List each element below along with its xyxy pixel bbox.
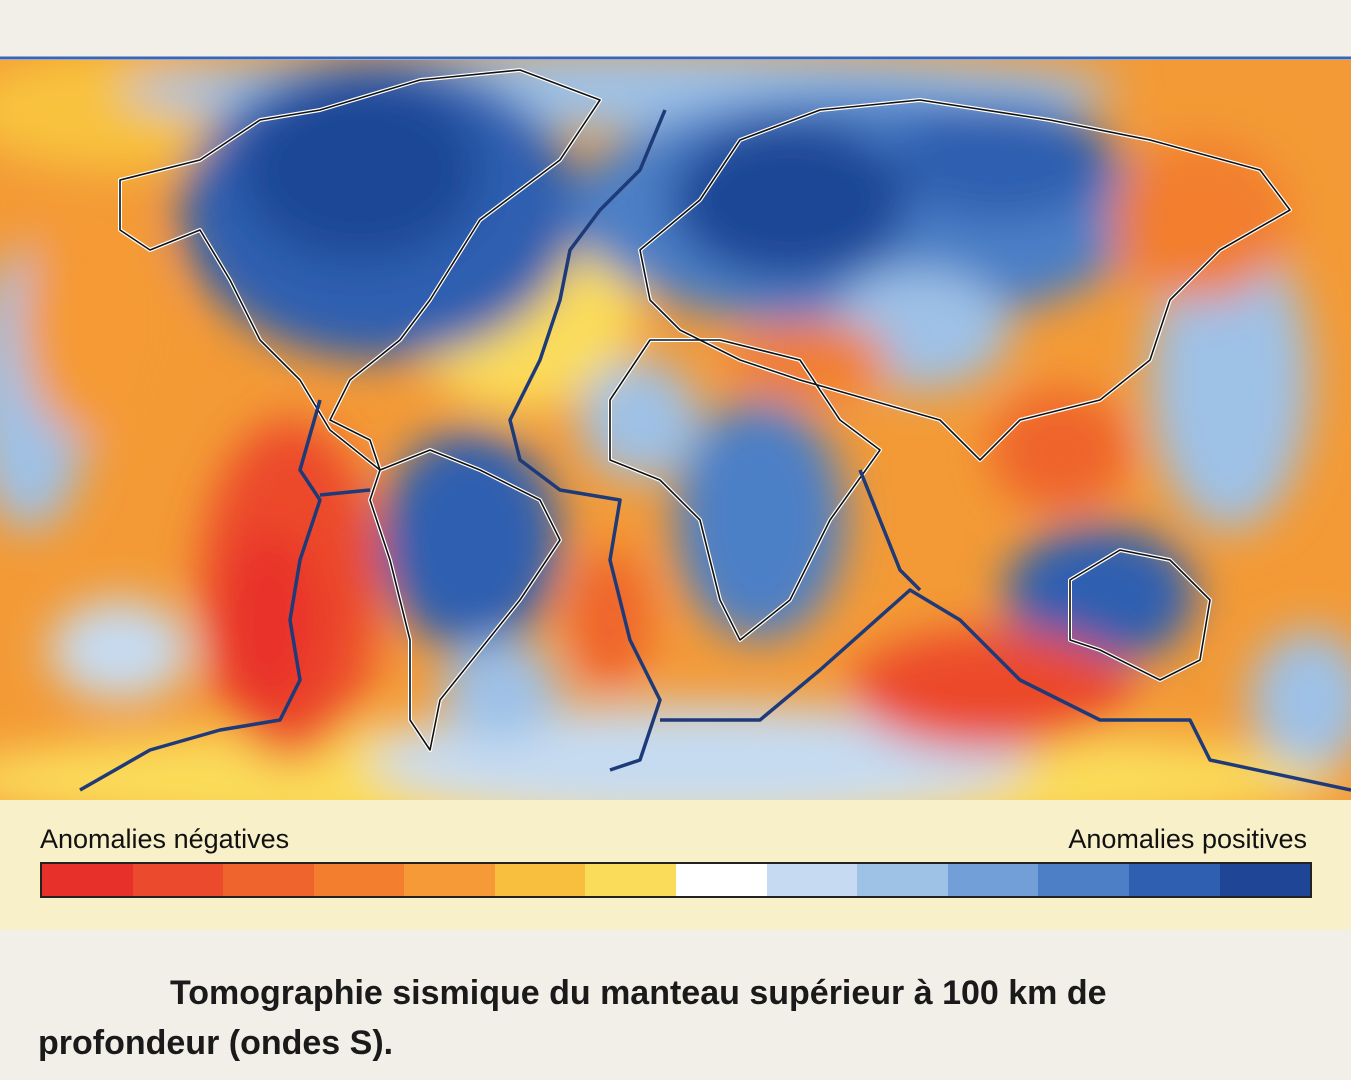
tomography-map (0, 56, 1351, 800)
color-swatch (676, 864, 767, 896)
color-swatch (313, 864, 405, 896)
color-swatch (1219, 864, 1311, 896)
color-swatch (766, 864, 858, 896)
color-swatch (42, 864, 133, 896)
color-swatch (1038, 864, 1129, 896)
legend-left-label: Anomalies négatives (40, 824, 290, 854)
color-swatch (857, 864, 948, 896)
legend-right-label: Anomalies positives (1068, 824, 1307, 854)
color-swatch (585, 864, 677, 896)
caption: Tomographie sismique du manteau supérieu… (38, 974, 1107, 1062)
color-swatch (494, 864, 586, 896)
color-swatch (947, 864, 1039, 896)
color-swatch (223, 864, 314, 896)
color-bar (40, 862, 1312, 898)
color-swatch (1128, 864, 1220, 896)
color-legend: Anomalies négatives Anomalies positives (0, 800, 1351, 930)
color-swatch (132, 864, 224, 896)
color-swatch (404, 864, 495, 896)
